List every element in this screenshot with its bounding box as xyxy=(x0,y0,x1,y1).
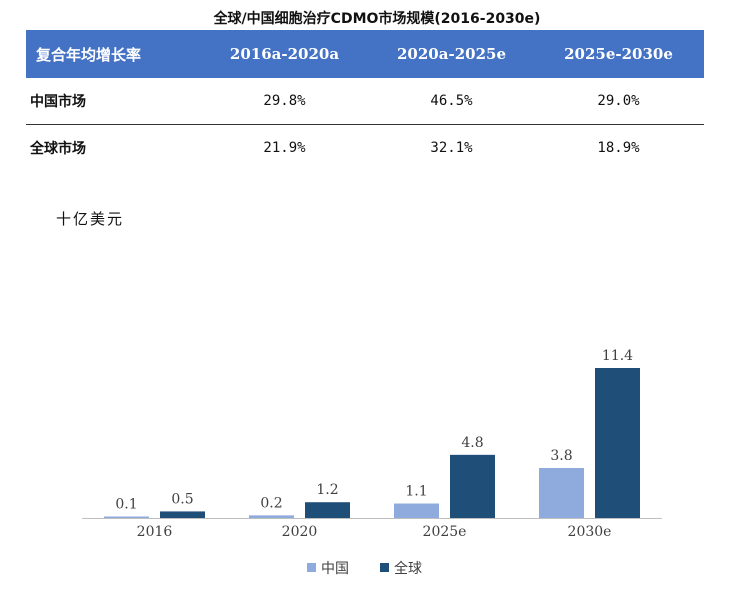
x-tick-label: 2030e xyxy=(568,524,612,540)
bar-全球-2025e xyxy=(450,454,495,518)
table-cell: 29.0% xyxy=(597,93,640,109)
data-label: 3.8 xyxy=(550,448,572,464)
table-cell: 32.1% xyxy=(430,140,473,156)
legend-swatch-中国 xyxy=(307,563,316,572)
data-label: 0.2 xyxy=(260,495,282,511)
table-cell: 46.5% xyxy=(430,93,473,109)
header-cell: 2020a-2025e xyxy=(397,45,506,63)
bar-中国-2016 xyxy=(104,516,149,518)
data-label: 0.1 xyxy=(115,497,137,513)
chart-title: 全球/中国细胞治疗CDMO市场规模(2016-2030e) xyxy=(213,11,541,27)
table-cell: 18.9% xyxy=(597,140,640,156)
table-cell: 21.9% xyxy=(263,140,306,156)
table-header: 复合年均增长率 2016a-2020a 2020a-2025e 2025e-20… xyxy=(26,30,704,78)
bar-中国-2030e xyxy=(539,468,584,518)
table-cell: 29.8% xyxy=(263,93,306,109)
legend-label: 中国 xyxy=(321,561,349,577)
bar-中国-2025e xyxy=(394,503,439,518)
bar-全球-2020 xyxy=(305,502,350,518)
table-row: 全球市场 21.9% 32.1% 18.9% xyxy=(26,125,704,171)
cagr-table: 复合年均增长率 2016a-2020a 2020a-2025e 2025e-20… xyxy=(26,30,704,171)
data-label: 1.1 xyxy=(405,484,427,500)
data-label: 0.5 xyxy=(171,491,193,507)
bar-全球-2016 xyxy=(160,511,205,518)
legend-swatch-全球 xyxy=(380,563,389,572)
bar-全球-2030e xyxy=(595,368,640,518)
x-tick-label: 2020 xyxy=(282,524,318,540)
table-row: 中国市场 29.8% 46.5% 29.0% xyxy=(26,78,704,125)
unit-label: 十亿美元 xyxy=(56,210,125,228)
x-tick-label: 2025e xyxy=(423,524,467,540)
data-label: 1.2 xyxy=(316,482,338,498)
row-label: 中国市场 xyxy=(30,94,86,110)
bar-中国-2020 xyxy=(249,515,294,518)
header-cell: 2016a-2020a xyxy=(229,45,340,63)
row-label: 全球市场 xyxy=(30,141,86,157)
header-cell: 复合年均增长率 xyxy=(36,45,142,64)
x-tick-label: 2016 xyxy=(137,524,173,540)
data-label: 4.8 xyxy=(461,435,483,451)
header-cell: 2025e-2030e xyxy=(564,45,673,63)
data-label: 11.4 xyxy=(602,348,633,364)
legend-label: 全球 xyxy=(394,560,422,577)
